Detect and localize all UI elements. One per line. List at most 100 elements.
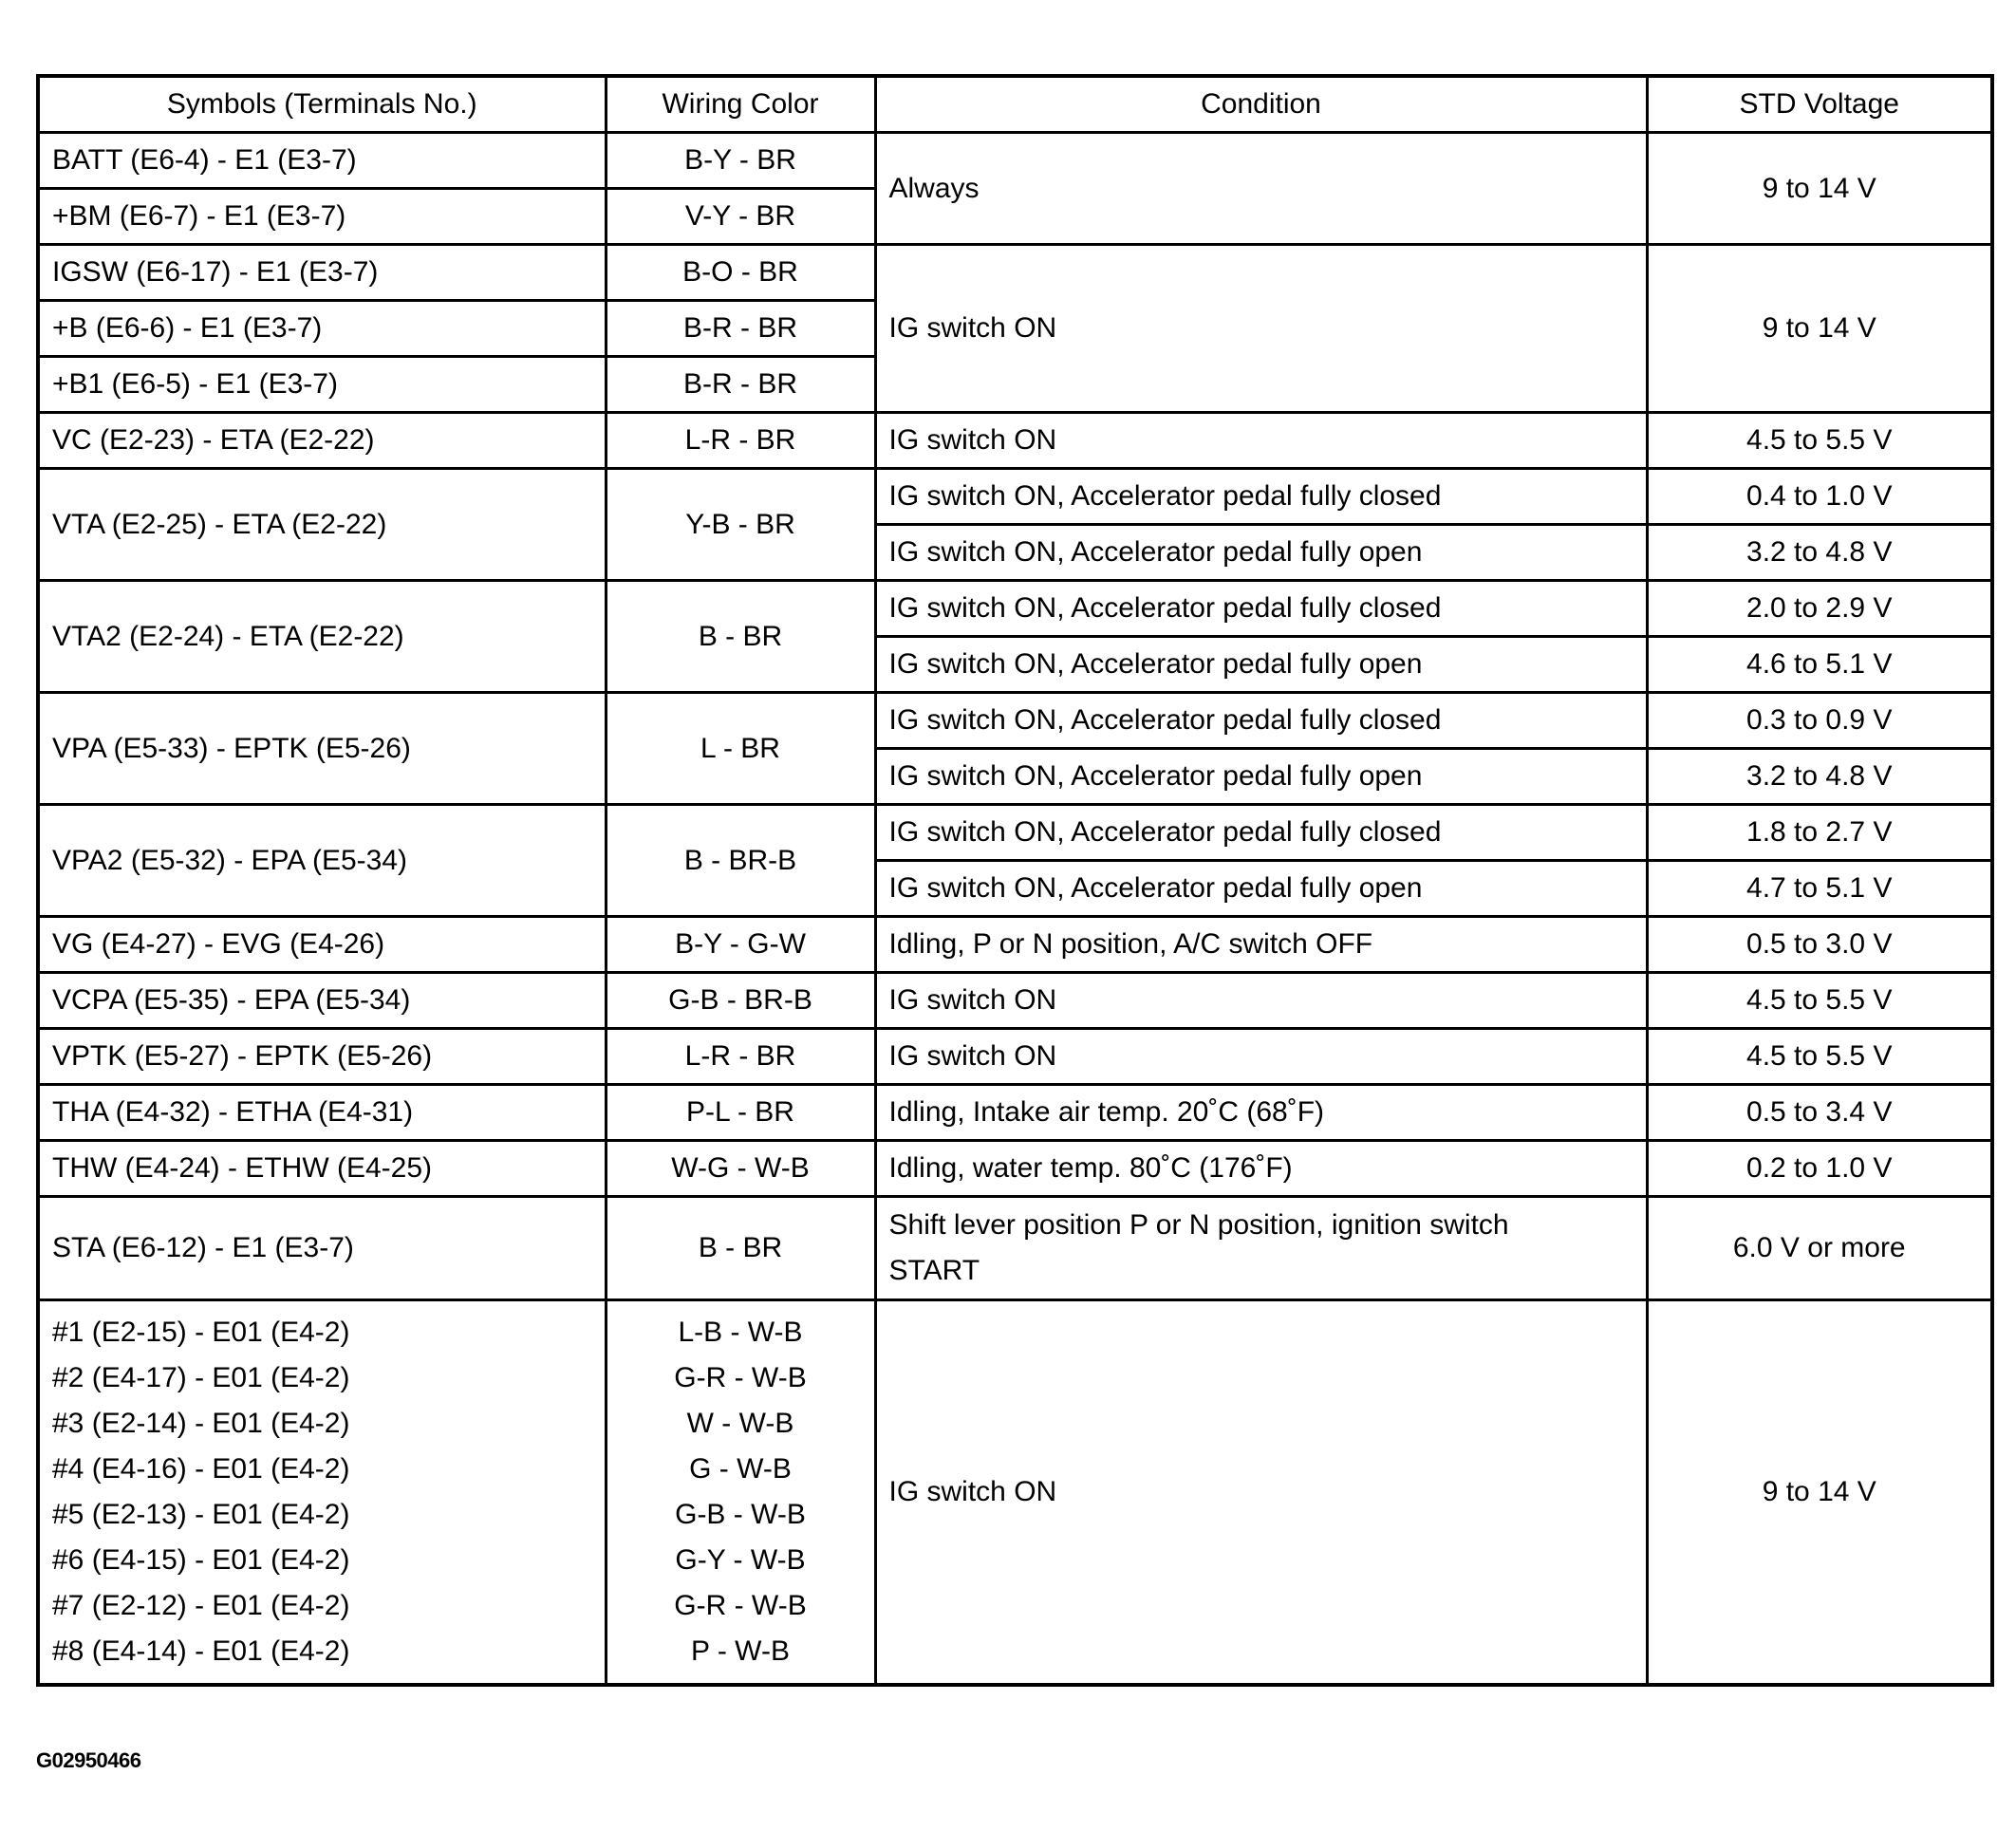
figure-id: G02950466 [36,1748,141,1772]
table-row: IG switch ON, Accelerator pedal fully op… [38,747,1994,806]
header-condition: Condition [873,74,1649,134]
injector-color: G-B - W-B [675,1499,806,1530]
table-row: +BM (E6-7) - E1 (E3-7) V-Y - BR [36,187,1992,246]
table-row: VPTK (E5-27) - EPTK (E5-26) L-R - BR IG … [36,1027,1994,1086]
injector-color: G-R - W-B [674,1590,807,1621]
condition-cell: IG switch ON, Accelerator pedal fully op… [873,635,1649,694]
table-row: VTA (E2-25) - ETA (E2-22) Y-B - BR IG sw… [36,467,1994,582]
wiring-color-cell: V-Y - BR [604,187,877,246]
header-row: Symbols (Terminals No.) Wiring Color Con… [36,74,1994,134]
condition-cell: IG switch ON, Accelerator pedal fully op… [873,523,1649,582]
injector-symbol: #4 (E4-16) - E01 (E4-2) [52,1453,350,1485]
table-row: +B (E6-6) - E1 (E3-7) B-R - BR [36,299,1992,358]
condition-cell: IG switch ON, Accelerator pedal fully cl… [873,467,1649,526]
injector-symbol: #6 (E4-15) - E01 (E4-2) [52,1544,350,1576]
wiring-color-cell: L - BR [604,691,877,806]
symbol-cell: THW (E4-24) - ETHW (E4-25) [36,1139,607,1198]
table-row: IG switch ON, Accelerator pedal fully op… [38,859,1994,918]
condition-cell: IG switch ON [873,411,1649,470]
voltage-cell: 0.5 to 3.4 V [1645,1083,1994,1142]
symbol-cell: VPTK (E5-27) - EPTK (E5-26) [36,1027,607,1086]
injector-color: G-R - W-B [674,1362,807,1393]
injector-symbol: #3 (E2-14) - E01 (E4-2) [52,1408,350,1439]
condition-cell: Shift lever position P or N position, ig… [873,1195,1649,1301]
symbol-cell: VC (E2-23) - ETA (E2-22) [36,411,607,470]
injector-symbol: #7 (E2-12) - E01 (E4-2) [52,1590,350,1621]
symbol-cell: +B1 (E6-5) - E1 (E3-7) [36,355,607,414]
header-std-voltage: STD Voltage [1645,74,1994,134]
wiring-color-cell: B - BR [604,579,877,694]
symbol-cell: VPA (E5-33) - EPTK (E5-26) [36,691,607,806]
wiring-color-cell: P-L - BR [604,1083,877,1142]
voltage-cell: 4.6 to 5.1 V [1645,635,1994,694]
table-row: VPA (E5-33) - EPTK (E5-26) L - BR IG swi… [36,691,1994,806]
wiring-color-cell: L-R - BR [604,1027,877,1086]
table-row: THA (E4-32) - ETHA (E4-31) P-L - BR Idli… [36,1083,1994,1142]
voltage-cell: 6.0 V or more [1645,1195,1994,1301]
table-row: BATT (E6-4) - E1 (E3-7) B-Y - BR Always … [36,131,1994,246]
injector-symbol: #1 (E2-15) - E01 (E4-2) [52,1317,350,1348]
table-row: VCPA (E5-35) - EPA (E5-34) G-B - BR-B IG… [36,971,1994,1030]
symbol-cell: VTA (E2-25) - ETA (E2-22) [36,467,607,582]
symbol-cell: VPA2 (E5-32) - EPA (E5-34) [36,803,607,918]
voltage-cell: 0.5 to 3.0 V [1645,915,1994,974]
condition-cell: IG switch ON [873,1027,1649,1086]
voltage-cell: 9 to 14 V [1645,1299,1994,1687]
wiring-color-cell: B-R - BR [604,299,877,358]
condition-cell: IG switch ON, Accelerator pedal fully cl… [873,803,1649,862]
wiring-color-cell: B - BR [604,1195,877,1301]
table-row: STA (E6-12) - E1 (E3-7) B - BR Shift lev… [36,1195,1994,1301]
voltage-cell: 3.2 to 4.8 V [1645,747,1994,806]
condition-cell: IG switch ON [873,971,1649,1030]
condition-cell: IG switch ON [873,243,1649,414]
injector-color: L-B - W-B [678,1317,803,1348]
voltage-cell: 2.0 to 2.9 V [1645,579,1994,638]
wiring-color-cell: L-R - BR [604,411,877,470]
wiring-color-cell: B-Y - BR [604,131,877,190]
injector-symbol: #5 (E2-13) - E01 (E4-2) [52,1499,350,1530]
voltage-cell: 4.7 to 5.1 V [1645,859,1994,918]
condition-cell: IG switch ON, Accelerator pedal fully cl… [873,691,1649,750]
wiring-color-cell: Y-B - BR [604,467,877,582]
table-row: +B1 (E6-5) - E1 (E3-7) B-R - BR [36,355,1992,414]
table-row: IGSW (E6-17) - E1 (E3-7) B-O - BR IG swi… [36,243,1994,414]
table-row: VC (E2-23) - ETA (E2-22) L-R - BR IG swi… [36,411,1994,470]
table-row: IG switch ON, Accelerator pedal fully op… [38,635,1994,694]
symbol-cell: VTA2 (E2-24) - ETA (E2-22) [36,579,607,694]
injector-color: P - W-B [691,1635,790,1667]
symbol-cell: +B (E6-6) - E1 (E3-7) [36,299,607,358]
voltage-cell: 9 to 14 V [1645,243,1994,414]
wiring-color-cell: B-R - BR [604,355,877,414]
wiring-color-cell: W-G - W-B [604,1139,877,1198]
injector-color: G - W-B [689,1453,792,1485]
header-wiring-color: Wiring Color [604,74,877,134]
wiring-color-cell: B-O - BR [604,243,877,302]
voltage-cell: 4.5 to 5.5 V [1645,411,1994,470]
symbol-cell: VG (E4-27) - EVG (E4-26) [36,915,607,974]
voltage-cell: 1.8 to 2.7 V [1645,803,1994,862]
voltage-cell: 3.2 to 4.8 V [1645,523,1994,582]
symbol-cell: THA (E4-32) - ETHA (E4-31) [36,1083,607,1142]
injector-symbol: #8 (E4-14) - E01 (E4-2) [52,1635,350,1667]
table-row: VPA2 (E5-32) - EPA (E5-34) B - BR-B IG s… [36,803,1994,918]
voltage-cell: 0.2 to 1.0 V [1645,1139,1994,1198]
condition-cell: IG switch ON, Accelerator pedal fully cl… [873,579,1649,638]
wiring-color-cell: G-B - BR-B [604,971,877,1030]
voltage-cell: 0.4 to 1.0 V [1645,467,1994,526]
table-row: VG (E4-27) - EVG (E4-26) B-Y - G-W Idlin… [36,915,1994,974]
injector-symbols-cell: #1 (E2-15) - E01 (E4-2) #2 (E4-17) - E01… [36,1299,607,1687]
wiring-color-cell: B - BR-B [604,803,877,918]
symbol-cell: +BM (E6-7) - E1 (E3-7) [36,187,607,246]
symbol-cell: STA (E6-12) - E1 (E3-7) [36,1195,607,1301]
terminal-voltage-table: Symbols (Terminals No.) Wiring Color Con… [36,74,1994,1687]
wiring-color-cell: B-Y - G-W [604,915,877,974]
condition-cell: IG switch ON, Accelerator pedal fully op… [873,747,1649,806]
symbol-cell: IGSW (E6-17) - E1 (E3-7) [36,243,607,302]
table-row: IG switch ON, Accelerator pedal fully op… [38,523,1994,582]
header-symbols: Symbols (Terminals No.) [36,74,607,134]
table-row: #1 (E2-15) - E01 (E4-2) #2 (E4-17) - E01… [36,1299,1994,1687]
condition-cell: Idling, Intake air temp. 20˚C (68˚F) [873,1083,1649,1142]
condition-cell: IG switch ON [873,1299,1649,1687]
symbol-cell: VCPA (E5-35) - EPA (E5-34) [36,971,607,1030]
condition-cell: Idling, water temp. 80˚C (176˚F) [873,1139,1649,1198]
